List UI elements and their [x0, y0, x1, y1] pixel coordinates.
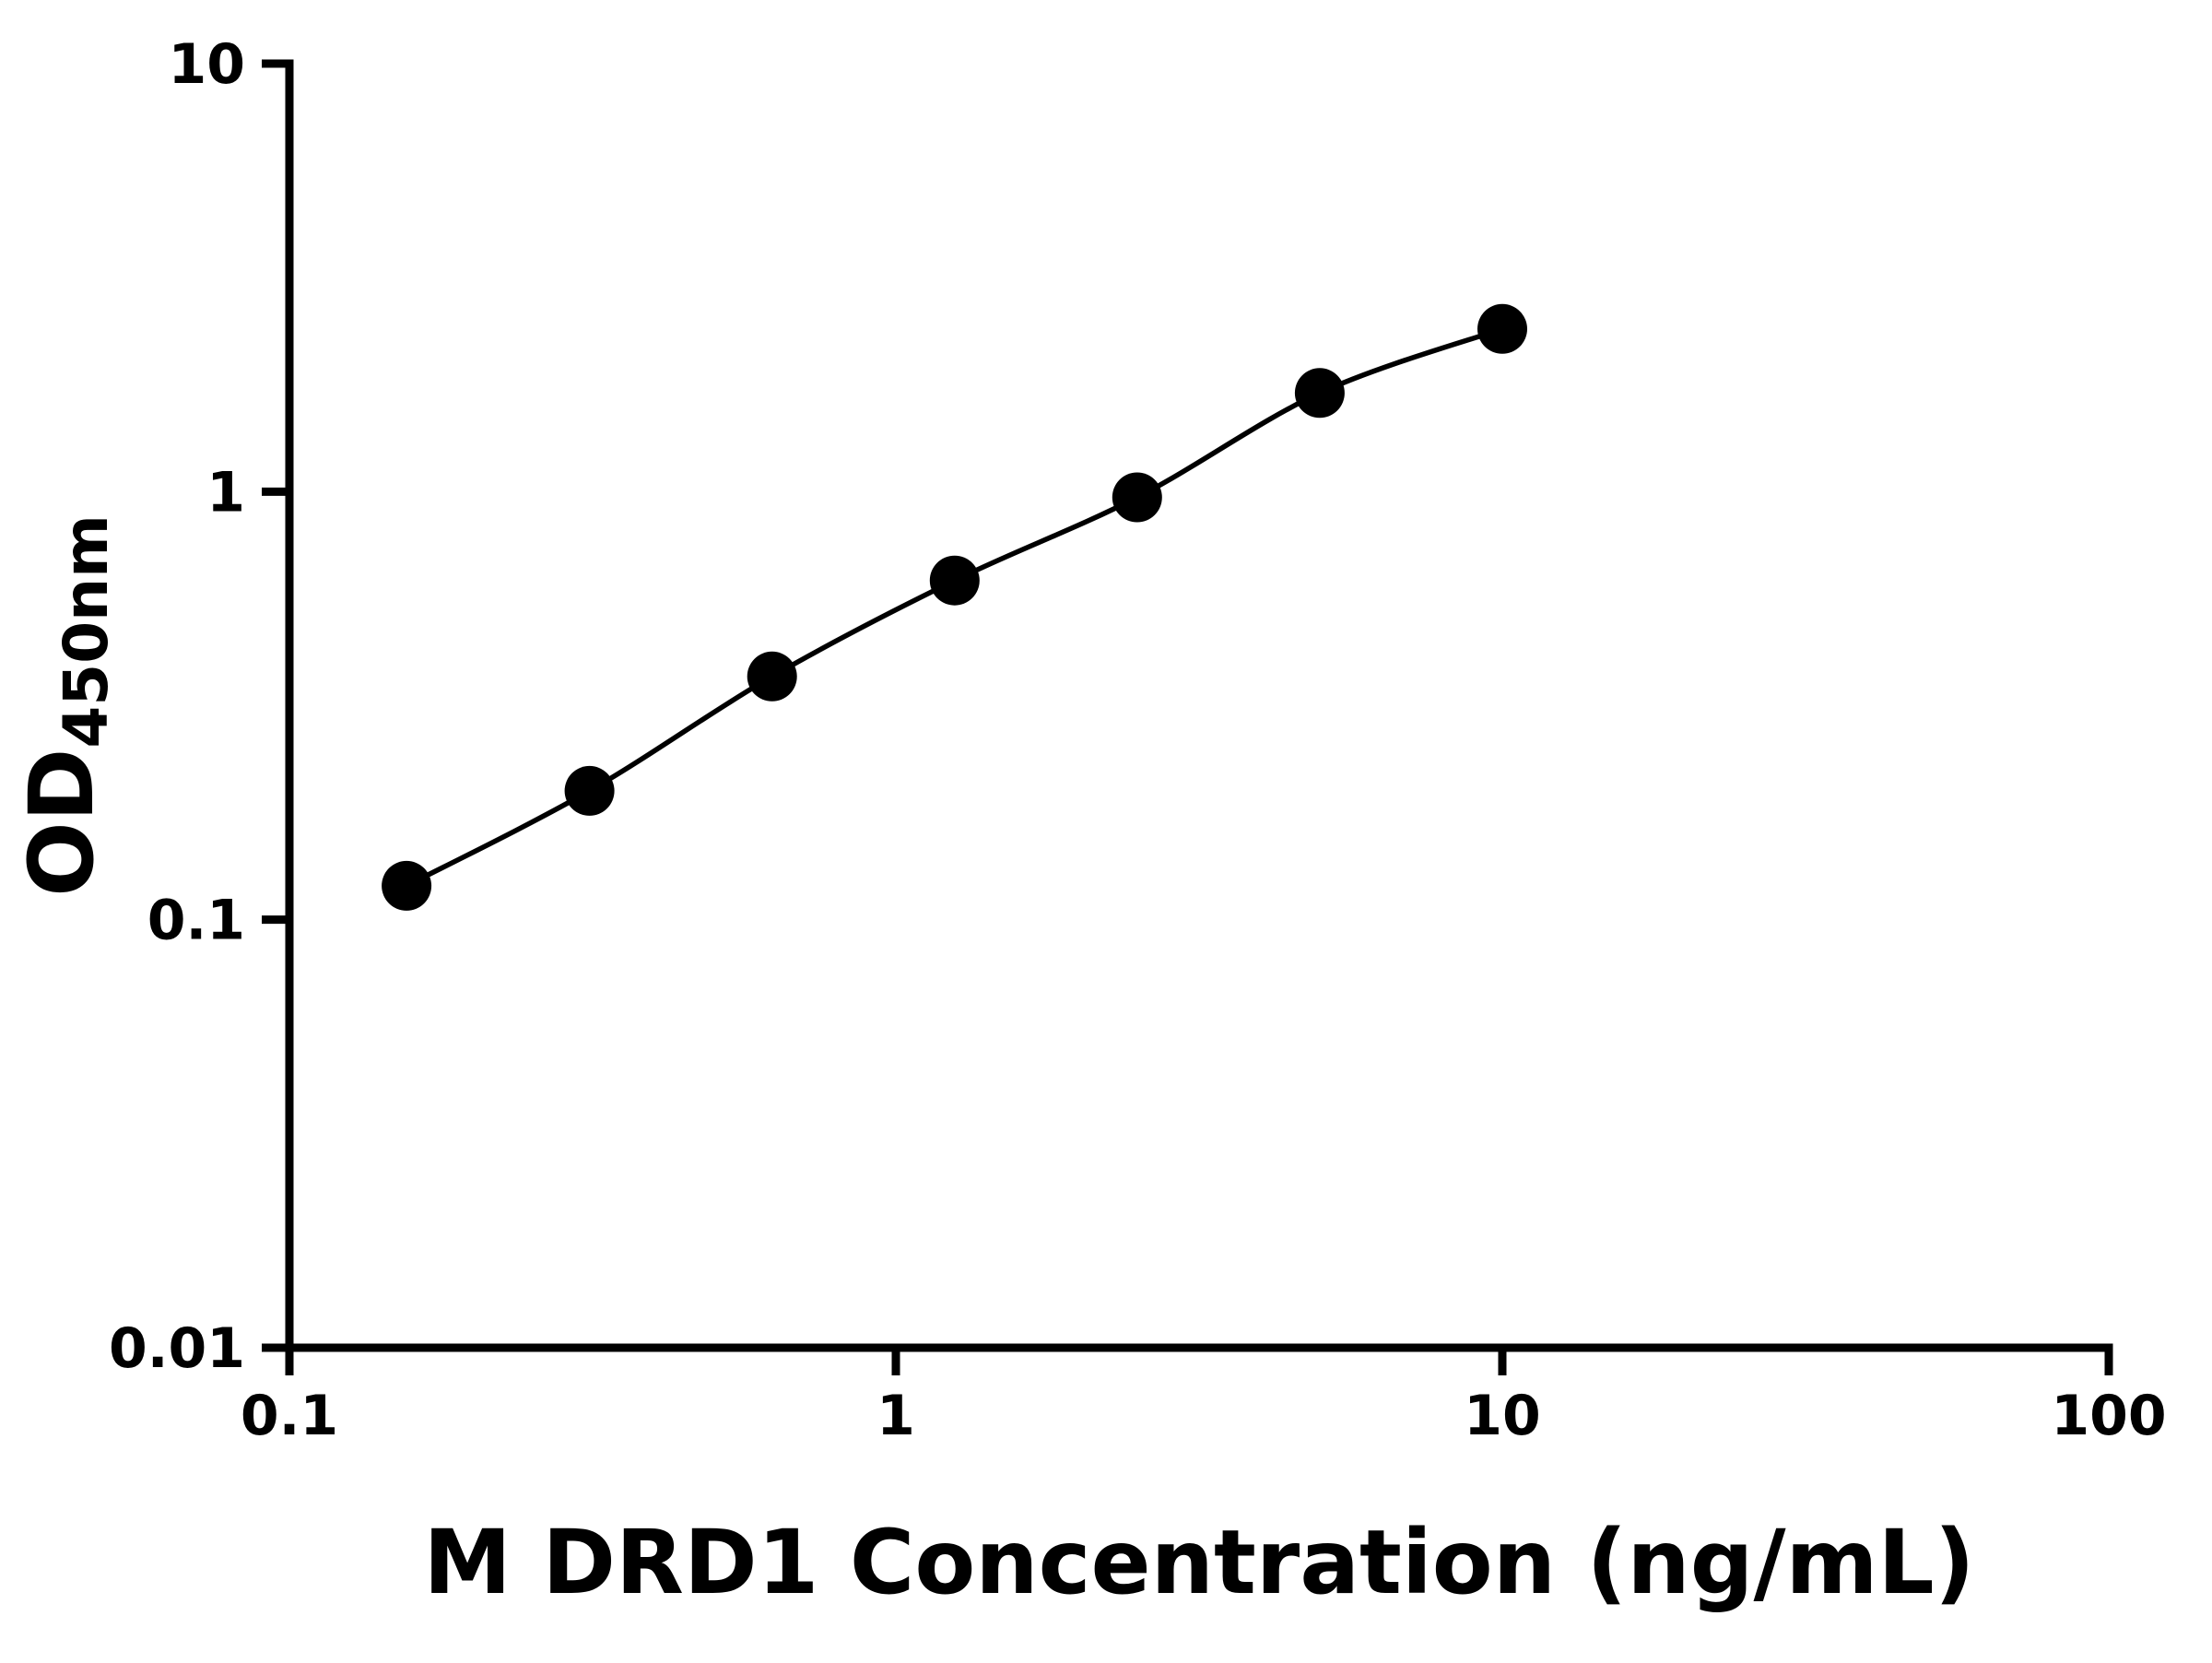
data-point [1294, 368, 1345, 419]
x-axis-title: M DRD1 Concentration (ng/mL) [423, 1511, 1974, 1614]
y-tick-label: 0.1 [147, 889, 245, 953]
x-tick-label: 0.1 [241, 1384, 338, 1448]
x-tick-label: 1 [877, 1384, 915, 1448]
data-point [929, 555, 980, 606]
y-tick-label: 10 [169, 32, 246, 97]
data-point [564, 765, 615, 816]
y-tick-label: 1 [206, 460, 245, 525]
data-point [382, 860, 432, 911]
y-axis-title: OD450nm [10, 514, 122, 897]
data-point [1112, 472, 1162, 523]
data-point [1477, 303, 1527, 354]
y-tick-label: 0.01 [109, 1316, 245, 1381]
x-tick-label: 100 [2051, 1384, 2166, 1448]
x-tick-label: 10 [1464, 1384, 1541, 1448]
data-point [747, 651, 797, 702]
